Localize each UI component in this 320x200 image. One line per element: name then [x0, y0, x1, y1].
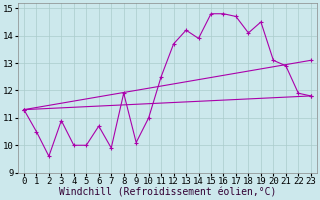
- X-axis label: Windchill (Refroidissement éolien,°C): Windchill (Refroidissement éolien,°C): [59, 187, 276, 197]
